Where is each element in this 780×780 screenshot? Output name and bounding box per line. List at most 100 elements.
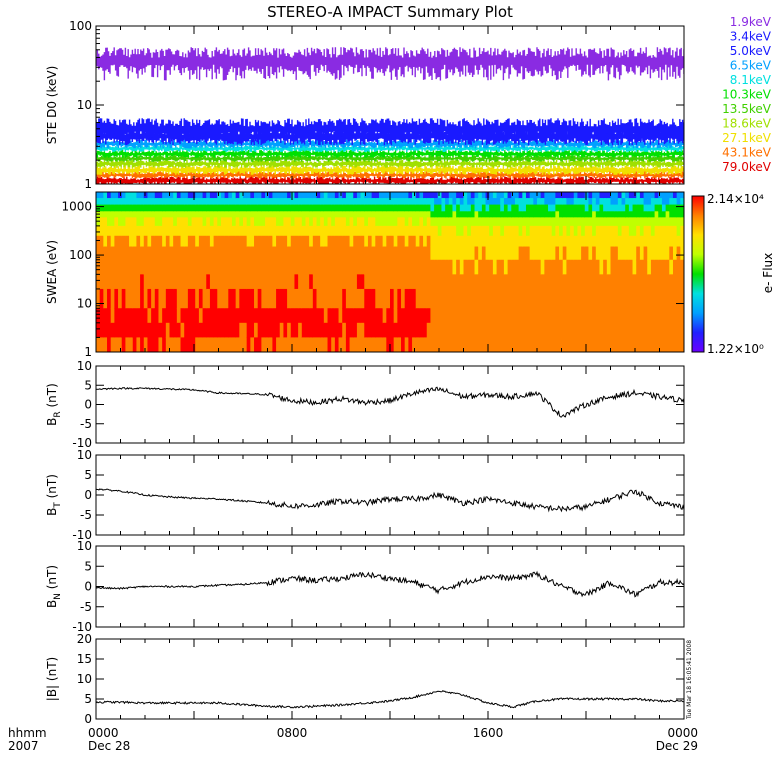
heatmap-cell — [525, 217, 531, 227]
heatmap-cell — [540, 198, 545, 206]
heatmap-cell — [129, 288, 134, 309]
heatmap-cell — [184, 211, 189, 218]
heatmap-cell — [283, 225, 288, 237]
heatmap-cell — [165, 198, 171, 206]
heatmap-cell — [661, 337, 667, 352]
heatmap-cell — [334, 259, 340, 275]
heatmap-cell — [390, 192, 395, 199]
heatmap-cell — [265, 288, 270, 309]
heatmap-cell — [103, 288, 108, 309]
heatmap-cell — [665, 192, 670, 199]
heatmap-cell — [276, 246, 281, 261]
heatmap-cell — [658, 322, 663, 339]
heatmap-cell — [672, 235, 678, 248]
heatmap-cell — [371, 225, 376, 237]
heatmap-cell — [548, 198, 553, 206]
heatmap-cell — [169, 308, 174, 324]
heatmap-cell — [371, 337, 376, 352]
heatmap-cell — [107, 308, 112, 324]
heatmap-cell — [140, 259, 145, 275]
heatmap-cell — [121, 274, 126, 290]
heatmap-cell — [492, 246, 498, 261]
energy-legend: 1.9keV3.4keV5.0keV6.5keV8.1keV10.3keV13.… — [722, 15, 772, 174]
heatmap-cell — [588, 337, 593, 352]
heatmap-cell — [650, 211, 656, 218]
heatmap-cell — [658, 337, 663, 352]
heatmap-cell — [312, 198, 318, 206]
heatmap-cell — [257, 308, 262, 324]
heatmap-cell — [165, 225, 171, 237]
heatmap-cell — [129, 204, 134, 212]
heatmap-cell — [606, 259, 612, 275]
heatmap-cell — [103, 198, 108, 206]
heatmap-cell — [301, 288, 307, 309]
heatmap-cell — [529, 211, 534, 218]
heatmap-cell — [426, 192, 432, 199]
heatmap-cell — [375, 337, 380, 352]
heatmap-cell — [360, 198, 365, 206]
heatmap-cell — [514, 246, 520, 261]
heatmap-cell — [209, 192, 215, 199]
heatmap-cell — [132, 211, 138, 218]
heatmap-cell — [390, 259, 395, 275]
heatmap-cell — [107, 217, 112, 227]
heatmap-cell — [213, 211, 218, 218]
heatmap-cell — [268, 198, 273, 206]
heatmap-cell — [551, 274, 556, 290]
series-trace-43.1keV — [96, 171, 684, 179]
heatmap-cell — [603, 198, 608, 206]
heatmap-cell — [423, 246, 428, 261]
heatmap-cell — [540, 211, 545, 218]
heatmap-cell — [592, 204, 597, 212]
heatmap-cell — [353, 308, 358, 324]
heatmap-cell — [206, 225, 211, 237]
heatmap-cell — [507, 337, 512, 352]
heatmap-cell — [672, 337, 678, 352]
heatmap-cell — [151, 274, 156, 290]
heatmap-cell — [614, 288, 619, 309]
heatmap-cell — [386, 308, 391, 324]
heatmap-cell — [239, 225, 244, 237]
heatmap-cell — [456, 337, 461, 352]
heatmap-cell — [632, 274, 637, 290]
heatmap-cell — [603, 217, 608, 227]
heatmap-cell — [375, 192, 380, 199]
heatmap-cell — [548, 225, 553, 237]
heatmap-cell — [180, 217, 185, 227]
heatmap-cell — [537, 204, 542, 212]
heatmap-cell — [584, 204, 590, 212]
heatmap-cell — [412, 322, 417, 339]
heatmap-cell — [676, 198, 681, 206]
heatmap-cell — [180, 259, 185, 275]
heatmap-cell — [378, 337, 384, 352]
heatmap-cell — [243, 225, 248, 237]
heatmap-cell — [603, 337, 608, 352]
heatmap-cell — [437, 217, 443, 227]
heatmap-cell — [533, 288, 538, 309]
heatmap-cell — [525, 274, 531, 290]
heatmap-cell — [345, 259, 351, 275]
heatmap-cell — [434, 259, 439, 275]
heatmap-cell — [198, 192, 204, 199]
heatmap-cell — [107, 322, 112, 339]
heatmap-cell — [224, 274, 229, 290]
heatmap-cell — [176, 274, 182, 290]
heatmap-cell — [481, 192, 487, 199]
y-tick-label: 10 — [77, 672, 92, 686]
heatmap-cell — [132, 235, 138, 248]
heatmap-cell — [570, 225, 575, 237]
heatmap-cell — [290, 288, 296, 309]
heatmap-cell — [401, 217, 406, 227]
heatmap-cell — [467, 192, 472, 199]
heatmap-cell — [143, 192, 149, 199]
heatmap-cell — [287, 211, 292, 218]
heatmap-cell — [621, 211, 626, 218]
heatmap-cell — [669, 322, 674, 339]
heatmap-cell — [503, 322, 509, 339]
heatmap-cell — [257, 235, 262, 248]
heatmap-cell — [456, 259, 461, 275]
heatmap-cell — [129, 274, 134, 290]
x-tick-date-label: Dec 28 — [88, 739, 130, 753]
heatmap-cell — [187, 211, 193, 218]
heatmap-cell — [581, 288, 586, 309]
